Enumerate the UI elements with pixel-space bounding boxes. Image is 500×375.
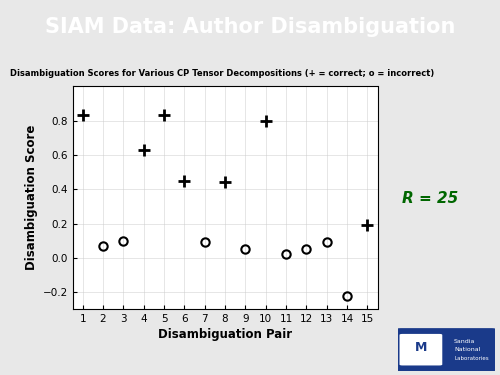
FancyBboxPatch shape: [398, 333, 444, 366]
Text: M: M: [414, 341, 427, 354]
X-axis label: Disambiguation Pair: Disambiguation Pair: [158, 328, 292, 341]
Text: National: National: [454, 347, 480, 352]
Text: Sandia: Sandia: [454, 339, 475, 344]
Text: SIAM Data: Author Disambiguation: SIAM Data: Author Disambiguation: [45, 17, 455, 37]
Text: Laboratories: Laboratories: [454, 356, 488, 361]
Text: R = 25: R = 25: [402, 191, 459, 206]
Y-axis label: Disambiguation Score: Disambiguation Score: [25, 125, 38, 270]
Text: Disambiguation Scores for Various CP Tensor Decompositions (+ = correct; o = inc: Disambiguation Scores for Various CP Ten…: [10, 69, 434, 78]
FancyBboxPatch shape: [396, 328, 497, 371]
